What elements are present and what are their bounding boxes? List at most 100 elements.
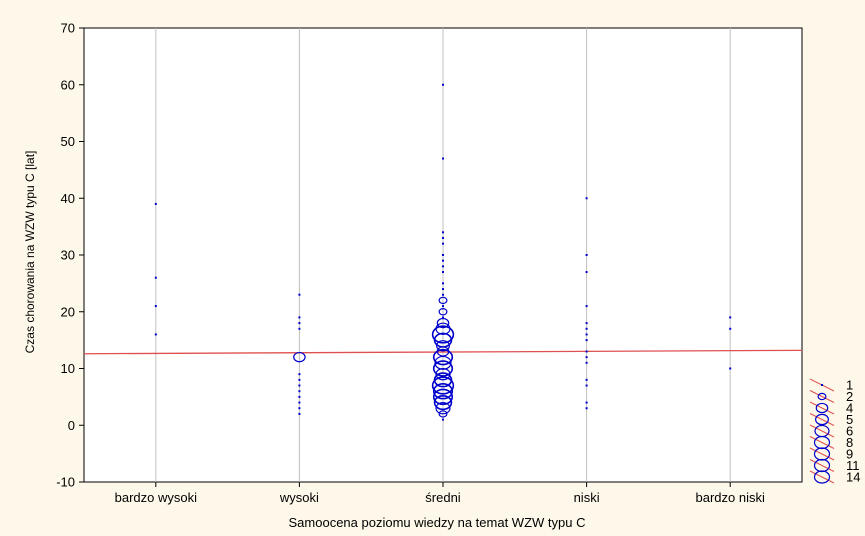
data-point: [442, 83, 444, 86]
data-point: [154, 202, 157, 205]
x-axis: bardzo wysoki wysoki średni niski bardzo nis…: [115, 482, 765, 505]
legend-label: 4: [846, 401, 853, 416]
y-tick-label: 10: [61, 361, 75, 376]
data-point: [298, 316, 301, 319]
fit-line: [83, 349, 803, 355]
data-point: [729, 316, 732, 319]
x-tick-label: wysoki: [279, 490, 319, 505]
data-point: [432, 348, 454, 366]
data-points: [154, 83, 732, 421]
data-point: [585, 378, 588, 381]
data-point: [442, 236, 444, 239]
y-tick-label: 20: [61, 304, 75, 319]
data-point: [442, 293, 444, 296]
legend-label: 14: [846, 470, 860, 485]
data-point: [435, 368, 451, 381]
data-point: [154, 276, 157, 279]
legend-marker: [815, 402, 829, 414]
data-point: [298, 395, 301, 398]
data-point: [585, 254, 588, 256]
data-point: [442, 418, 444, 421]
data-point: [432, 360, 454, 377]
x-tick-label: bardzo wysoki: [115, 490, 197, 505]
y-axis: -10 0 10 20 30 40 50 60 70: [56, 21, 84, 490]
legend-line: [809, 413, 835, 426]
legend-line: [809, 436, 835, 449]
data-point: [435, 402, 451, 415]
legend-entry: 14: [809, 470, 860, 485]
data-point: [436, 340, 450, 352]
data-point: [438, 410, 448, 418]
legend-entry: 5: [809, 412, 853, 427]
data-point: [298, 373, 301, 376]
legend-label: 1: [846, 378, 853, 393]
legend-line: [809, 447, 835, 461]
data-point: [298, 412, 301, 415]
data-point: [442, 282, 444, 285]
data-point: [293, 351, 306, 363]
data-point: [298, 327, 301, 330]
legend-line: [809, 459, 835, 472]
data-point: [442, 242, 444, 245]
data-point: [298, 384, 301, 387]
data-point: [442, 259, 444, 262]
fit-line-layer: [83, 349, 803, 355]
data-point: [442, 305, 444, 308]
grid-lines: [155, 28, 731, 482]
y-tick-label: 60: [61, 77, 75, 92]
data-point: [585, 322, 588, 325]
data-point: [298, 407, 301, 410]
data-point: [298, 322, 301, 325]
data-point: [585, 401, 588, 404]
data-point: [442, 157, 444, 160]
data-point: [432, 382, 454, 400]
data-point: [585, 350, 588, 353]
legend-marker: [813, 470, 831, 484]
data-point: [298, 293, 301, 296]
legend-line: [809, 470, 835, 484]
data-point: [433, 394, 453, 411]
legend-label: 6: [846, 424, 853, 439]
legend-label: 9: [846, 447, 853, 462]
data-point: [154, 333, 157, 336]
x-tick-label: niski: [574, 490, 600, 505]
legend-label: 8: [846, 435, 853, 450]
y-axis-label: Czas chorowania na WZW typu C [lat]: [23, 151, 37, 354]
x-tick-label: średni: [425, 490, 461, 505]
data-point: [585, 271, 588, 274]
data-point: [438, 296, 448, 305]
legend-entry: 1: [809, 378, 853, 393]
data-point: [729, 367, 732, 370]
legend-line: [809, 390, 835, 403]
y-tick-label: 40: [61, 191, 75, 206]
data-point: [585, 197, 588, 200]
data-point: [434, 355, 452, 370]
y-tick-label: 30: [61, 248, 75, 263]
legend-entry: 11: [809, 458, 860, 473]
data-point: [585, 305, 588, 308]
y-tick-label: 50: [61, 134, 75, 149]
data-point: [442, 265, 444, 268]
data-point: [585, 327, 588, 330]
legend-line: [809, 401, 835, 415]
legend-marker: [815, 413, 829, 426]
data-point: [438, 308, 448, 316]
data-point: [442, 288, 444, 291]
data-point: [442, 271, 444, 274]
x-tick-label: bardzo niski: [696, 490, 765, 505]
data-point: [442, 254, 444, 256]
legend-entry: 2: [809, 389, 853, 404]
x-axis-label: Samoocena poziomu wiedzy na temat WZW ty…: [289, 515, 586, 530]
data-point: [431, 376, 455, 395]
data-point: [585, 339, 588, 342]
legend-marker: [821, 384, 823, 386]
data-point: [442, 316, 444, 319]
legend-label: 5: [846, 412, 853, 427]
y-tick-label: 0: [68, 418, 75, 433]
data-point: [585, 384, 588, 387]
data-point: [442, 231, 444, 234]
data-point: [298, 390, 301, 393]
